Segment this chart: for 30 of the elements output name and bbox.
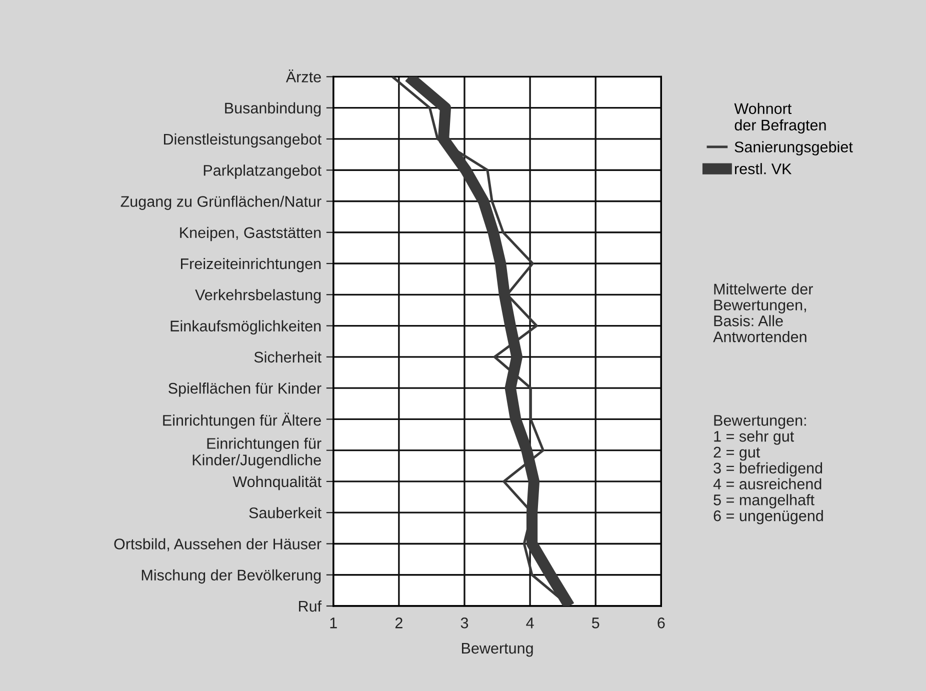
y-tick-label: Sauberkeit — [249, 507, 322, 518]
y-tick-label: Sicherheit — [254, 351, 322, 363]
y-tick-label: Ruf — [299, 600, 322, 612]
y-tick-label: Busanbindung — [225, 102, 321, 117]
y-tick-label: Dienstleistungsangebot — [164, 133, 322, 148]
y-tick-label: Einrichtungen für Kinder/Jugendliche — [192, 438, 322, 468]
y-tick-label: Mischung der Bevölkerung — [142, 569, 321, 584]
text: Mittelwerte der Bewertungen, Basis: Alle Antwortenden — [713, 283, 813, 342]
x-tick-label: 5 — [592, 618, 600, 628]
legend-label: restl. VK — [735, 163, 792, 174]
legend-title: Wohnort der Befragten — [734, 102, 826, 134]
y-tick-label: Verkehrsbelastung — [195, 289, 321, 304]
x-tick-label: 4 — [526, 618, 534, 628]
y-tick-label: Wohnqualität — [232, 476, 322, 490]
y-tick-label: Freizeiteinrichtungen — [181, 258, 321, 272]
y-tick-label: Kneipen, Gaststätten — [180, 226, 321, 242]
y-tick-label: Einkaufsmöglichkeiten — [170, 320, 321, 334]
text: Bewertungen: 1 = sehr gut 2 = gut 3 = befriedigend 4 = ausreichend 5 = mangelhaft 6 = ungenügend — [713, 415, 823, 524]
y-tick-label: Einrichtungen für Ältere — [163, 412, 321, 429]
x-tick-label: 3 — [460, 618, 468, 628]
x-axis-title: Bewertung — [462, 643, 533, 657]
legend-label: Sanierungsgebiet — [734, 141, 853, 156]
x-tick-label: 2 — [395, 618, 402, 628]
y-tick-label: Ärzte — [286, 69, 321, 82]
y-tick-label: Ortsbild, Aussehen der Häuser — [114, 538, 322, 552]
y-tick-label: Parkplatzangebot — [204, 164, 322, 179]
y-tick-label: Spielflächen für Kinder — [168, 382, 322, 397]
x-tick-label: 6 — [658, 618, 665, 628]
x-tick-label: 1 — [330, 618, 337, 628]
y-tick-label: Zugang zu Grünflächen/Natur — [120, 196, 322, 210]
